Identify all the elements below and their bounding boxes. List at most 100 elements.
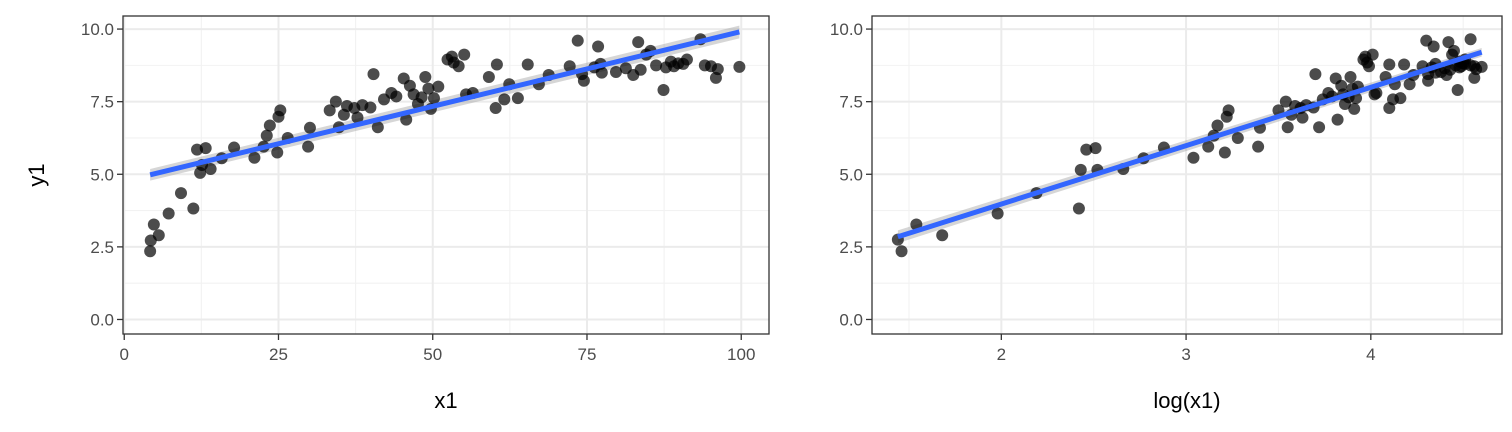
data-point [498, 93, 511, 106]
data-point [609, 66, 622, 79]
data-point [1447, 44, 1460, 57]
y-axis-title: y1 [24, 163, 49, 186]
data-point [1313, 121, 1326, 134]
data-point [415, 91, 428, 104]
y-tick-label: 10.0 [81, 20, 114, 39]
data-point [657, 84, 670, 97]
data-point [577, 74, 590, 87]
data-point [1366, 48, 1379, 61]
x-axis-title: x1 [434, 388, 457, 413]
data-point [400, 113, 413, 126]
data-point [432, 80, 445, 93]
data-point [632, 36, 645, 49]
data-point [1362, 60, 1375, 73]
panel-border [871, 15, 1503, 335]
data-point [991, 207, 1004, 220]
data-point [1222, 104, 1235, 117]
data-point [1427, 40, 1440, 53]
x-tick-label: 4 [1366, 345, 1375, 364]
data-point [1475, 60, 1488, 73]
data-point [1348, 102, 1361, 115]
data-point [422, 82, 435, 95]
data-point [302, 140, 315, 153]
x-axis-title: log(x1) [1153, 388, 1220, 413]
data-point [1309, 68, 1322, 81]
y-tick-label: 5.0 [839, 165, 863, 184]
data-point [895, 245, 908, 258]
data-point [733, 60, 746, 73]
regression-line [897, 49, 1483, 240]
data-point [419, 70, 432, 83]
data-point [371, 121, 384, 134]
data-point [595, 66, 608, 79]
data-point [1296, 111, 1309, 124]
x-tick-label: 100 [727, 345, 755, 364]
data-point [271, 146, 284, 159]
data-point [1202, 140, 1215, 153]
y-tick-label: 2.5 [839, 238, 863, 257]
data-point [1281, 121, 1294, 134]
y-tick-label: 7.5 [90, 93, 114, 112]
data-point [303, 121, 316, 134]
data-point [152, 229, 165, 242]
data-point [650, 59, 663, 72]
data-point [1464, 33, 1477, 46]
data-point [1252, 140, 1265, 153]
data-point [364, 101, 377, 114]
data-point [1344, 70, 1357, 83]
x-tick-label: 75 [578, 345, 597, 364]
panel-logx1-vs-y1: 0.0 2.5 5.0 7.5 10.0 2 3 4 log(x1) [830, 15, 1503, 413]
data-point [1089, 142, 1102, 155]
data-point [274, 104, 287, 117]
x-tick-label: 50 [423, 345, 442, 364]
y-tick-label: 2.5 [90, 238, 114, 257]
x-tick-label: 0 [119, 345, 128, 364]
data-point [1398, 58, 1411, 71]
data-point [147, 218, 160, 231]
x-tick-label: 3 [1181, 345, 1190, 364]
y-tick-label: 10.0 [830, 20, 863, 39]
data-point [1187, 151, 1200, 164]
data-point [1279, 95, 1292, 108]
regression-line [149, 29, 740, 178]
data-point [489, 102, 502, 115]
data-point [680, 53, 693, 66]
data-point [1218, 146, 1231, 159]
y-tick-label: 5.0 [90, 165, 114, 184]
data-point [144, 245, 157, 258]
data-point [174, 187, 187, 200]
data-point [490, 58, 503, 71]
data-point [329, 95, 342, 108]
data-point [187, 202, 200, 215]
data-point [936, 229, 949, 242]
data-point [563, 60, 576, 73]
data-point [482, 70, 495, 83]
data-point [1442, 36, 1455, 49]
data-point [199, 142, 212, 155]
data-point [1231, 131, 1244, 144]
data-point [204, 163, 217, 176]
data-point [458, 48, 471, 61]
data-point [711, 63, 724, 76]
data-point [162, 207, 175, 220]
data-point [263, 119, 276, 132]
data-point [571, 34, 584, 47]
data-point [1403, 78, 1416, 91]
data-point [1422, 74, 1435, 87]
data-point [511, 92, 524, 105]
data-point [323, 104, 336, 117]
data-point [1451, 84, 1464, 97]
data-point [1072, 202, 1085, 215]
panel-border [122, 15, 770, 335]
y-tick-label: 0.0 [839, 310, 863, 329]
data-point [367, 68, 380, 81]
data-point [248, 151, 261, 164]
data-point [390, 90, 403, 103]
data-point [1394, 92, 1407, 105]
data-point [351, 111, 364, 124]
data-point [260, 129, 273, 142]
x-tick-label: 25 [269, 345, 288, 364]
data-point [1383, 58, 1396, 71]
panel-x1-vs-y1: 0.0 2.5 5.0 7.5 10.0 0 25 50 75 100 x1 y1 [24, 15, 770, 413]
